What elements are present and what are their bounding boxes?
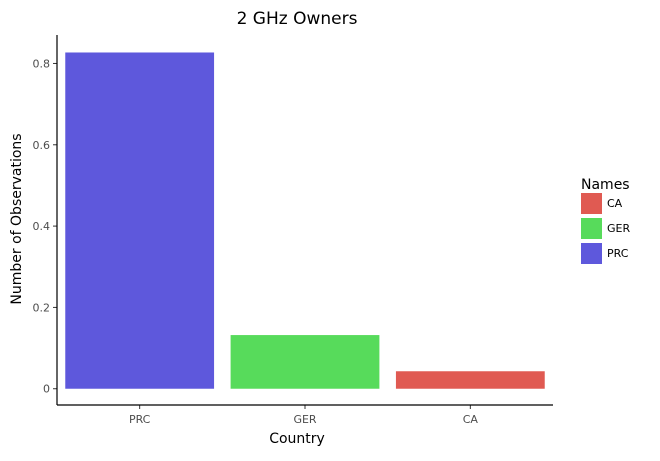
bar-ca	[395, 371, 545, 389]
x-tick-label: GER	[293, 413, 316, 426]
x-axis-title: Country	[269, 431, 325, 447]
bar-prc	[65, 52, 215, 389]
bar-ger	[230, 335, 380, 389]
y-tick-label: 0.8	[33, 57, 51, 70]
chart-title: 2 GHz Owners	[237, 9, 358, 29]
bars-group	[65, 52, 545, 389]
legend-label-ca: CA	[607, 197, 623, 210]
legend: Names CA GER PRC	[581, 177, 630, 264]
legend-key-ca	[581, 193, 602, 214]
x-axis-ticks: PRC GER CA	[129, 405, 478, 426]
y-tick-label: 0.4	[33, 220, 51, 233]
x-tick-label: PRC	[129, 413, 151, 426]
y-axis-title: Number of Observations	[9, 133, 25, 304]
y-tick-label: 0.6	[33, 139, 51, 152]
legend-key-ger	[581, 218, 602, 239]
legend-key-prc	[581, 243, 602, 264]
legend-title: Names	[581, 177, 630, 193]
x-tick-label: CA	[463, 413, 479, 426]
legend-label-prc: PRC	[607, 247, 629, 260]
y-axis-ticks: 0 0.2 0.4 0.6 0.8	[33, 57, 57, 396]
y-tick-label: 0	[43, 383, 50, 396]
legend-label-ger: GER	[607, 222, 630, 235]
y-tick-label: 0.2	[33, 301, 51, 314]
